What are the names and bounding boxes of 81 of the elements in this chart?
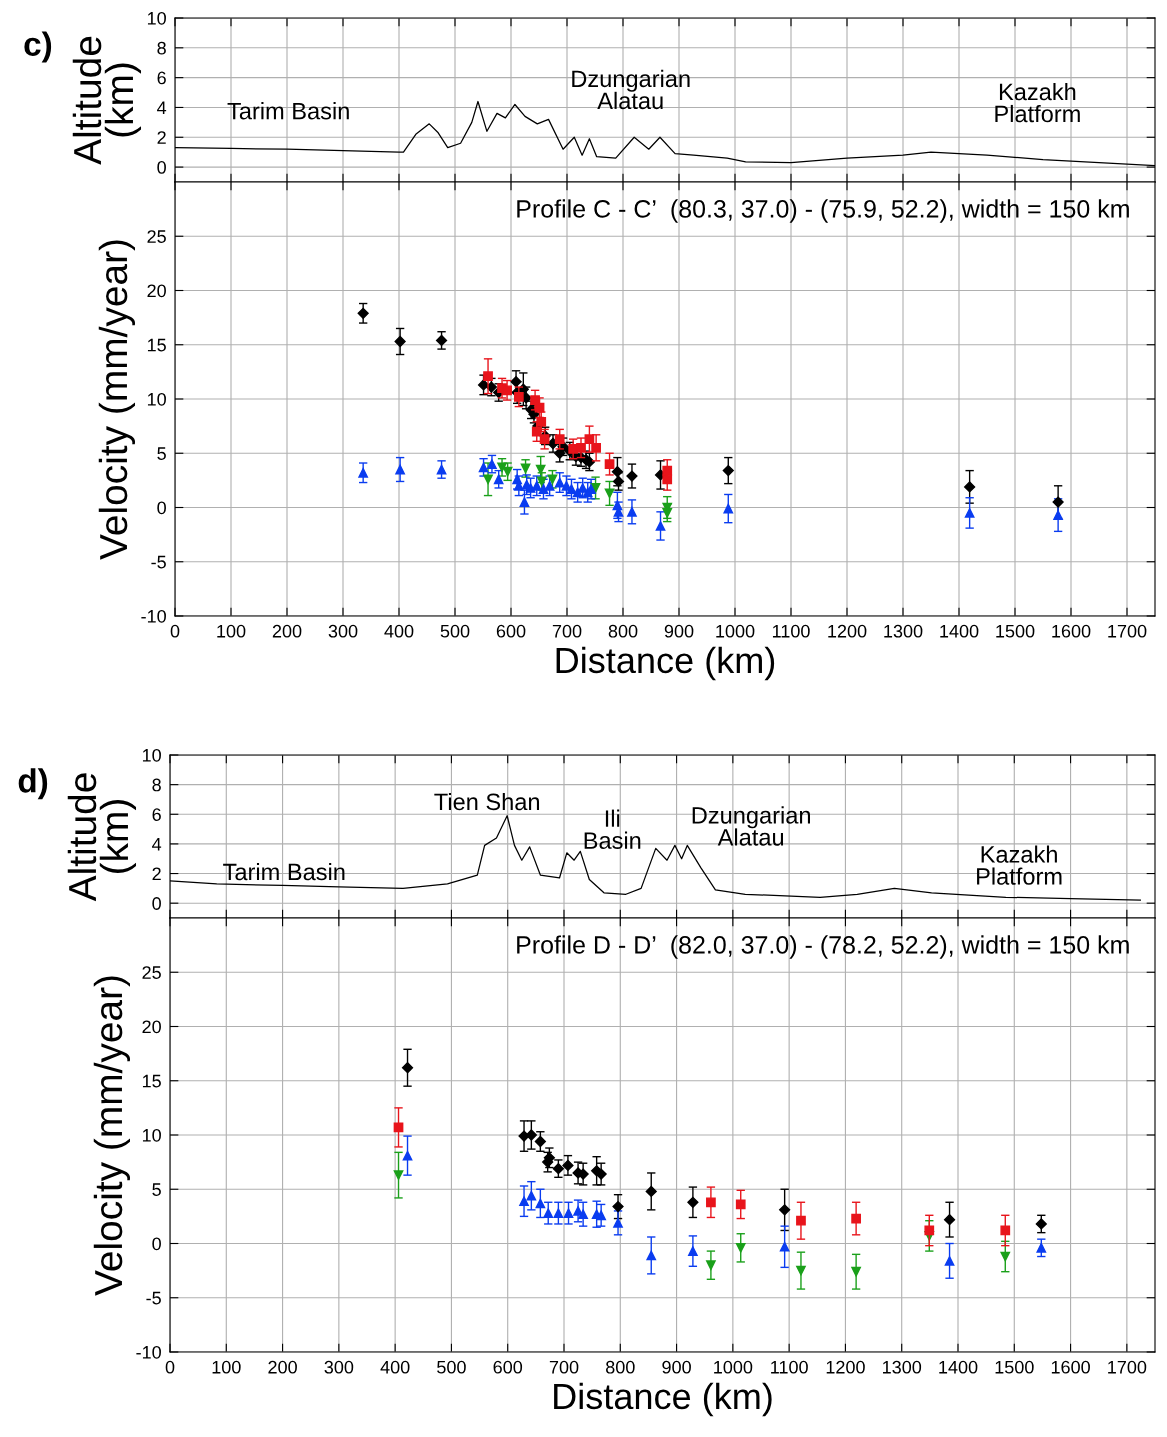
x-tick-label: 700 — [552, 624, 582, 638]
y-tick-label: -10 — [141, 609, 166, 623]
x-tick-label: 100 — [212, 1360, 241, 1374]
y-tick-label: 20 — [147, 284, 166, 298]
x-tick-label: 500 — [440, 624, 470, 638]
y-tick-label: 6 — [152, 808, 161, 821]
y-tick-label: 20 — [142, 1020, 161, 1034]
x-tick-label: 200 — [272, 624, 302, 638]
y-tick-label: 5 — [152, 1183, 161, 1196]
y-tick-label: 4 — [157, 101, 167, 114]
y-tick-label: -10 — [136, 1345, 161, 1359]
y-tick-label: 2 — [152, 867, 161, 881]
x-tick-label: 1300 — [883, 1360, 922, 1374]
x-tick-label: 1000 — [714, 1360, 753, 1374]
x-tick-label: 800 — [608, 624, 638, 638]
x-tick-label: 900 — [662, 1360, 691, 1374]
x-tick-label: 900 — [664, 624, 694, 638]
x-tick-label: 1100 — [771, 1360, 808, 1374]
x-tick-label: 1300 — [884, 624, 923, 638]
x-tick-label: 1500 — [995, 1360, 1034, 1374]
x-tick-label: 400 — [384, 624, 414, 638]
y-tick-label: 6 — [157, 71, 166, 85]
y-tick-label: 10 — [147, 392, 166, 406]
x-tick-label: 1500 — [996, 624, 1035, 638]
annotation: Profile C - C’ (80.3, 37.0) - (75.9, 52.2), width = 150 km — [517, 199, 1129, 223]
annotation: Kazakh Platform — [995, 82, 1080, 123]
annotation: Kazakh Platform — [977, 845, 1062, 885]
x-tick-label: 1600 — [1051, 1360, 1090, 1374]
x-axis-title: Distance (km) — [556, 646, 775, 681]
y-axis-title: Velocity (mm/year) — [98, 240, 136, 560]
annotation: Tarim Basin — [227, 102, 349, 120]
x-tick-label: 700 — [549, 1360, 579, 1374]
x-tick-label: 1200 — [826, 1360, 865, 1374]
x-tick-label: 400 — [380, 1360, 410, 1374]
x-tick-label: 1700 — [1108, 624, 1147, 638]
x-tick-label: 600 — [496, 624, 526, 638]
y-tick-label: 2 — [157, 131, 166, 144]
y-tick-label: 25 — [147, 230, 166, 243]
y-tick-label: 8 — [152, 778, 161, 792]
y-tick-label: 8 — [157, 41, 166, 55]
annotation: Profile D - D’ (82.0, 37.0) - (78.2, 52.2), width = 150 km — [517, 935, 1129, 959]
chart-title: c) — [24, 31, 52, 63]
x-axis-title: Distance (km) — [554, 1382, 772, 1417]
y-tick-label: 4 — [152, 838, 162, 851]
x-tick-label: 1200 — [828, 624, 867, 638]
y-tick-label: 10 — [142, 1128, 161, 1142]
x-tick-label: 100 — [217, 624, 246, 638]
y-tick-label: 10 — [142, 748, 161, 762]
y-tick-label: -5 — [151, 555, 166, 569]
x-tick-label: 1400 — [939, 1360, 978, 1374]
y-tick-label: 5 — [157, 447, 166, 460]
annotation: Dzungarian Alatau — [692, 806, 810, 846]
y-tick-label: 0 — [157, 161, 166, 174]
annotation: Ili Basin — [584, 809, 641, 849]
annotation: Dzungarian Alatau — [572, 69, 690, 110]
y-axis-title: Altitude (km) — [67, 773, 137, 902]
x-tick-label: 1100 — [772, 624, 810, 638]
x-tick-label: 500 — [437, 1360, 466, 1374]
y-axis-title: Altitude (km) — [72, 36, 142, 165]
x-tick-label: 300 — [328, 624, 358, 638]
chart-title: d) — [18, 768, 48, 800]
x-tick-label: 600 — [493, 1360, 523, 1374]
annotation: Tien Shan — [434, 792, 540, 811]
x-tick-label: 300 — [324, 1360, 354, 1374]
y-axis-title: Velocity (mm/year) — [93, 976, 131, 1296]
y-tick-label: 0 — [152, 1237, 161, 1251]
x-tick-label: 200 — [268, 1360, 297, 1374]
x-tick-label: 0 — [170, 624, 180, 638]
x-tick-label: 800 — [606, 1360, 635, 1374]
x-tick-label: 1600 — [1052, 624, 1091, 638]
y-tick-label: 0 — [152, 897, 161, 910]
y-tick-label: 0 — [157, 501, 166, 515]
y-tick-label: 15 — [142, 1074, 161, 1088]
x-tick-label: 1000 — [716, 624, 755, 638]
x-tick-label: 1400 — [940, 624, 979, 638]
y-tick-label: -5 — [146, 1291, 161, 1305]
annotation: Tarim Basin — [223, 862, 345, 881]
y-tick-label: 25 — [142, 966, 161, 979]
y-tick-label: 15 — [147, 338, 166, 352]
y-tick-label: 10 — [147, 11, 166, 25]
x-tick-label: 1700 — [1108, 1360, 1147, 1374]
